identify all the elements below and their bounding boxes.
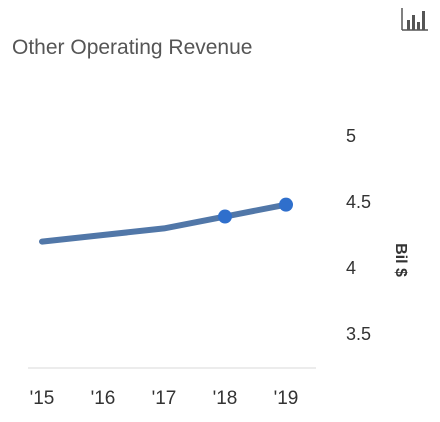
y-tick-label: 4.5 — [346, 192, 371, 212]
chart-title: Other Operating Revenue — [12, 36, 253, 59]
y-tick-label: 4 — [346, 258, 356, 278]
y-axis-unit-label: Bil $ — [392, 243, 409, 277]
x-tick-label: '16 — [91, 388, 116, 409]
data-point[interactable] — [279, 197, 293, 212]
x-tick-label: '15 — [30, 388, 55, 409]
x-tick-label: '18 — [213, 388, 238, 409]
y-tick-label: 5 — [346, 126, 356, 146]
x-tick-label: '19 — [274, 388, 299, 409]
bar-chart-icon[interactable] — [400, 6, 430, 32]
x-tick-label: '17 — [152, 388, 177, 409]
y-tick-label: 3.5 — [346, 324, 371, 344]
series-line — [39, 201, 289, 245]
data-point[interactable] — [218, 209, 232, 224]
